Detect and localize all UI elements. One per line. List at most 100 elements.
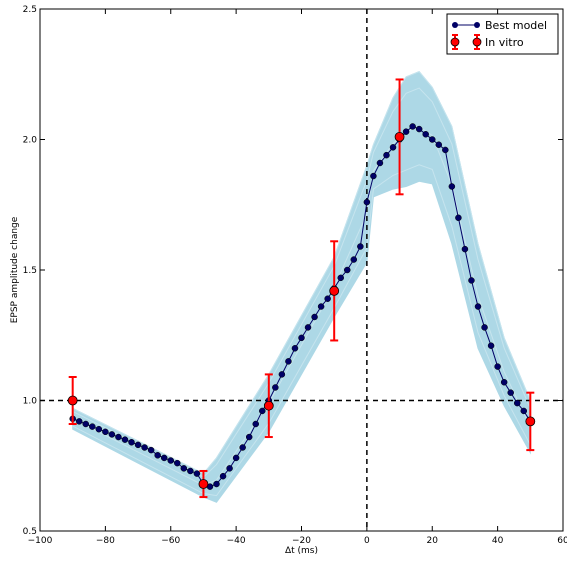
legend-marker-best-model bbox=[452, 22, 458, 28]
best-model-point bbox=[415, 125, 423, 133]
best-model-point bbox=[350, 256, 358, 263]
best-model-point bbox=[121, 436, 129, 443]
legend: Best model In vitro bbox=[446, 13, 559, 55]
best-model-point bbox=[429, 136, 436, 143]
best-model-point bbox=[174, 459, 181, 467]
best-model-point bbox=[317, 303, 325, 310]
best-model-point bbox=[187, 467, 194, 475]
x-tick-label: −20 bbox=[292, 536, 311, 546]
in-vitro-point bbox=[67, 395, 78, 406]
best-model-point bbox=[291, 345, 299, 352]
in-vitro-point bbox=[394, 131, 405, 142]
best-model-point bbox=[409, 123, 416, 130]
best-model-point bbox=[344, 266, 351, 274]
best-model-point bbox=[95, 425, 103, 433]
best-model-point bbox=[311, 313, 318, 321]
best-model-point bbox=[147, 446, 155, 454]
best-model-point bbox=[154, 452, 161, 459]
legend-entry-best-model bbox=[452, 22, 480, 28]
y-tick-label: 1.5 bbox=[23, 266, 37, 276]
best-model-point bbox=[219, 472, 227, 480]
best-model-point bbox=[363, 198, 371, 206]
best-model-point bbox=[448, 183, 456, 190]
best-model-point bbox=[245, 433, 253, 441]
in-vitro-point bbox=[263, 400, 274, 411]
in-vitro-point bbox=[525, 416, 536, 427]
best-model-point bbox=[128, 439, 135, 446]
legend-box bbox=[446, 13, 559, 55]
best-model-point bbox=[304, 324, 312, 331]
legend-marker-in-vitro bbox=[472, 37, 482, 47]
best-model-point bbox=[89, 423, 96, 430]
best-model-point bbox=[461, 245, 469, 253]
best-model-point bbox=[285, 358, 292, 365]
x-tick-label: 20 bbox=[427, 536, 439, 546]
reference-lines bbox=[40, 9, 563, 531]
best-model-point bbox=[278, 371, 286, 378]
in-vitro-series-layer bbox=[67, 78, 536, 499]
axis-ticks: −100 −80 −60 −40 −20 0 20 40 60 0.5 1.0 1.5 2.0 2.5 bbox=[23, 5, 567, 546]
best-model-point bbox=[389, 144, 397, 151]
best-model-point bbox=[422, 131, 429, 138]
y-axis-label: EPSP amplitude change bbox=[10, 216, 20, 323]
best-model-point bbox=[193, 470, 201, 477]
y-tick-label: 2.0 bbox=[23, 136, 38, 146]
best-model-point bbox=[455, 214, 462, 222]
best-model-point bbox=[383, 151, 390, 159]
best-model-point bbox=[468, 277, 475, 284]
x-tick-label: 0 bbox=[364, 536, 370, 546]
best-model-point bbox=[167, 457, 174, 464]
best-model-point bbox=[232, 454, 240, 462]
legend-label-in-vitro: In vitro bbox=[485, 36, 524, 49]
simulation-trace-0 bbox=[72, 164, 531, 497]
best-model-point bbox=[481, 324, 488, 331]
best-model-point bbox=[259, 407, 266, 415]
x-tick-label: −80 bbox=[96, 536, 115, 546]
x-axis-label: Δt (ms) bbox=[285, 546, 318, 556]
best-model-point bbox=[213, 480, 220, 488]
x-tick-label: −100 bbox=[28, 536, 53, 546]
legend-marker-best-model bbox=[474, 22, 480, 28]
simulation-trace-3 bbox=[72, 71, 531, 475]
simulation-trace-1 bbox=[72, 125, 531, 486]
best-model-point bbox=[402, 128, 410, 135]
y-tick-label: 0.5 bbox=[23, 527, 37, 537]
best-model-point bbox=[337, 274, 344, 282]
x-tick-label: −60 bbox=[161, 536, 180, 546]
best-model-point bbox=[134, 441, 142, 449]
best-model-point bbox=[357, 243, 364, 250]
x-tick-label: 60 bbox=[557, 536, 567, 546]
best-model-point bbox=[75, 418, 83, 425]
model-series-layer bbox=[69, 123, 534, 490]
best-model-point bbox=[474, 303, 482, 310]
best-model-point bbox=[507, 389, 514, 396]
legend-marker-in-vitro bbox=[450, 37, 460, 47]
y-tick-label: 1.0 bbox=[23, 397, 38, 407]
best-model-point bbox=[180, 465, 188, 472]
x-tick-label: −40 bbox=[227, 536, 246, 546]
best-model-point bbox=[226, 465, 233, 472]
legend-label-best-model: Best model bbox=[485, 19, 547, 32]
best-model-point bbox=[442, 146, 449, 154]
best-model-point bbox=[298, 334, 305, 342]
best-model-point bbox=[252, 420, 259, 428]
y-tick-label: 2.5 bbox=[23, 5, 37, 15]
best-model-point bbox=[115, 433, 122, 441]
legend-entry-in-vitro bbox=[450, 34, 482, 50]
best-model-point bbox=[487, 342, 495, 349]
in-vitro-point bbox=[329, 285, 340, 296]
best-model-point bbox=[82, 420, 90, 428]
best-model-point bbox=[435, 141, 443, 148]
in-vitro-point bbox=[198, 479, 209, 489]
best-model-point bbox=[239, 444, 246, 451]
x-tick-label: 40 bbox=[492, 536, 504, 546]
best-model-point bbox=[500, 378, 508, 386]
best-model-point bbox=[494, 363, 501, 370]
best-model-point bbox=[370, 172, 377, 180]
best-model-point bbox=[513, 399, 521, 407]
best-model-point bbox=[520, 407, 528, 415]
best-model-point bbox=[160, 454, 168, 462]
best-model-point bbox=[108, 431, 116, 438]
simulation-envelope-band bbox=[72, 71, 531, 503]
